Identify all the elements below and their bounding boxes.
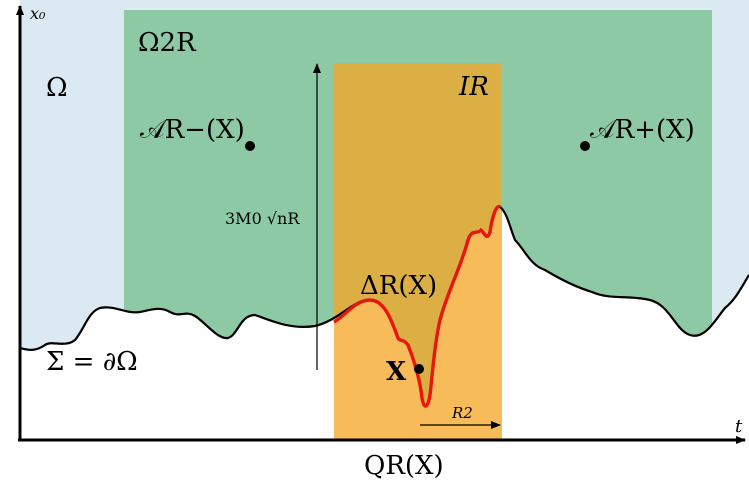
corkscrew-minus-dot	[245, 141, 255, 151]
base-point-dot	[414, 364, 424, 374]
horizontal-axis-label: t	[735, 416, 743, 437]
domain-label: Ω	[46, 73, 68, 103]
vertical-axis-label: x₀	[30, 4, 46, 23]
corkscrew-plus-label: 𝒜R+(X)	[590, 115, 695, 145]
surface-ball-label: ΔR(X)	[360, 271, 437, 301]
boundary-label: Σ = ∂Ω	[46, 347, 138, 377]
width-label: R2	[451, 404, 473, 422]
surface-ball-curve	[333, 204, 502, 408]
corkscrew-minus-label: 𝒜R−(X)	[140, 115, 245, 145]
corkscrew-plus-dot	[580, 141, 590, 151]
double-region-label: Ω2R	[138, 28, 197, 58]
cylinder-label: QR(X)	[364, 451, 444, 481]
base-point-label: X	[386, 357, 407, 387]
height-label: 3M0 √nR	[225, 209, 300, 228]
interval-label: IR	[458, 72, 489, 102]
